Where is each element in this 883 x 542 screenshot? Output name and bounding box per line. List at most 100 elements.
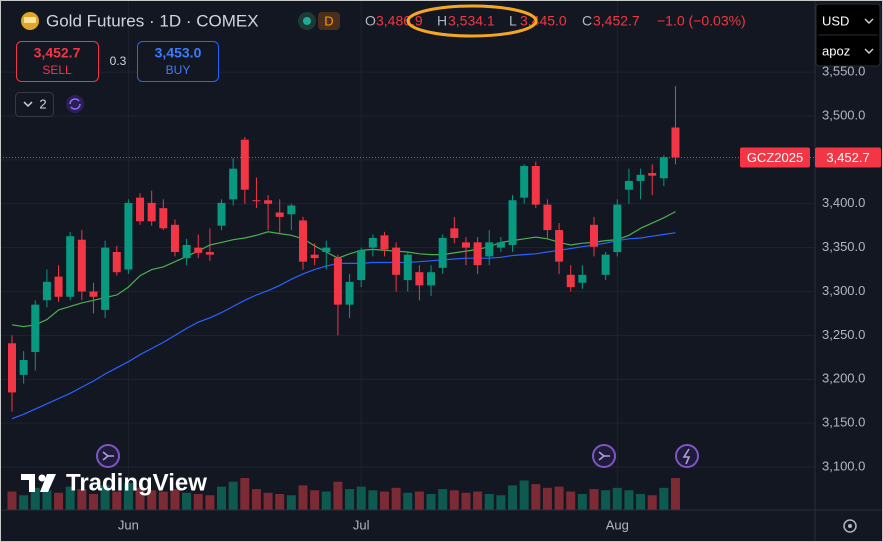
candle-body — [287, 205, 296, 215]
volume-bar — [577, 494, 587, 510]
spread: 0.3 — [110, 54, 127, 68]
delay-badge — [318, 12, 340, 30]
ohlc-value: 3,452.7 — [593, 13, 640, 29]
price-tag — [815, 147, 881, 168]
buy-button[interactable] — [137, 41, 219, 82]
candle-body — [578, 274, 587, 283]
event-icon[interactable] — [675, 444, 699, 468]
indicators-toggle[interactable] — [15, 92, 54, 117]
candle-layer — [8, 86, 680, 412]
refresh-button[interactable] — [66, 95, 84, 113]
volume-bar — [508, 485, 518, 510]
candle-body — [240, 139, 249, 190]
volume-bar — [240, 478, 250, 510]
volume-bar — [345, 489, 355, 510]
ma-line — [11, 232, 676, 420]
buy-price: 3,453.0 — [155, 45, 202, 61]
volume-bar — [112, 491, 122, 510]
y-tick-label: 3,100.0 — [822, 458, 865, 473]
volume-bar — [624, 490, 634, 510]
volume-bar — [368, 490, 378, 510]
candle-body — [264, 200, 273, 204]
candle-body — [345, 281, 354, 305]
y-tick-label: 3,150.0 — [822, 415, 865, 430]
volume-bar — [7, 491, 17, 510]
time-axis: Jun Jul Aug — [118, 517, 629, 532]
change-text: −1.0 (−0.03%) — [657, 13, 746, 29]
candle-body — [543, 204, 552, 231]
candle-body — [217, 202, 226, 226]
candle-body — [299, 220, 307, 262]
candle-body — [450, 228, 459, 238]
volume-bar — [193, 494, 203, 510]
volume-bar — [484, 494, 494, 510]
volume-bar — [30, 487, 40, 510]
volume-bar — [391, 487, 401, 510]
settings-dot — [848, 524, 852, 528]
volume-bar — [519, 480, 529, 510]
symbol-icon-bar — [24, 17, 36, 23]
candle-body — [89, 291, 98, 297]
volume-bar — [147, 490, 157, 510]
candle-body — [170, 224, 179, 253]
logo: TradingView — [21, 469, 207, 496]
candle-body — [101, 247, 110, 310]
candle-body — [438, 237, 447, 268]
candle-body — [648, 173, 657, 176]
volume-bar — [426, 494, 436, 510]
volume-bar — [19, 495, 29, 510]
sell-button[interactable] — [16, 41, 99, 82]
volume-bar — [461, 492, 471, 510]
account: apoz — [822, 43, 850, 58]
chevron-icon — [23, 101, 33, 108]
volume-bar — [170, 489, 180, 510]
candle-body — [275, 212, 284, 217]
symbol-tag — [740, 147, 810, 168]
candle-body — [508, 200, 517, 245]
x-tick-label: Jun — [118, 517, 139, 532]
volume-bar — [612, 487, 622, 510]
event-glyph — [598, 451, 610, 461]
volume-bar — [554, 486, 564, 510]
candle-body — [636, 174, 645, 181]
y-tick-label: 3,250.0 — [822, 327, 865, 342]
volume-bar — [321, 491, 331, 510]
volume-bar — [298, 485, 308, 510]
y-tick-label: 3,500.0 — [822, 107, 865, 122]
candle-body — [624, 180, 633, 190]
volume-bar — [42, 490, 52, 510]
volume-bar — [158, 491, 168, 510]
x-tick-label: Jul — [353, 517, 370, 532]
event-glyph — [682, 448, 691, 465]
volume-bar — [566, 491, 576, 510]
candle-body — [205, 252, 214, 255]
candle-body — [310, 254, 319, 259]
volume-bar — [670, 478, 680, 510]
volume-bar — [65, 486, 75, 510]
volume-bar — [333, 481, 343, 510]
candle-body — [322, 247, 331, 253]
volume-bar — [403, 492, 413, 510]
logo-mark-dot — [38, 474, 46, 482]
candle-body — [496, 242, 505, 248]
event-icon[interactable] — [96, 444, 120, 468]
settings-button[interactable] — [843, 519, 857, 533]
currency: USD — [822, 13, 849, 28]
candle-body — [333, 258, 342, 305]
candle-body — [613, 204, 622, 253]
delay-badge-text: D — [324, 13, 333, 28]
y-tick-label: 3,400.0 — [822, 195, 865, 210]
volume-bar — [601, 490, 611, 510]
last-price-tags: GCZ2025 3,452.7 — [740, 147, 881, 168]
candle-body — [555, 230, 564, 262]
candle-body — [124, 202, 133, 270]
candle-body — [392, 247, 401, 275]
volume-bar — [135, 487, 145, 510]
candle-body — [229, 168, 238, 200]
event-icon[interactable] — [592, 444, 616, 468]
ohlc-value: 3,534.1 — [448, 13, 495, 29]
logo-mark-slash — [40, 474, 56, 492]
market-status-dot — [303, 17, 311, 25]
